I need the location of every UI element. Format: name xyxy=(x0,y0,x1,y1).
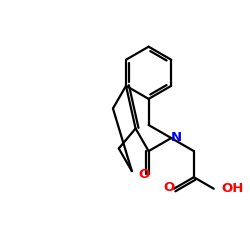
Text: O: O xyxy=(138,168,150,180)
Text: OH: OH xyxy=(221,182,244,195)
Text: N: N xyxy=(171,131,182,144)
Text: O: O xyxy=(164,181,175,194)
